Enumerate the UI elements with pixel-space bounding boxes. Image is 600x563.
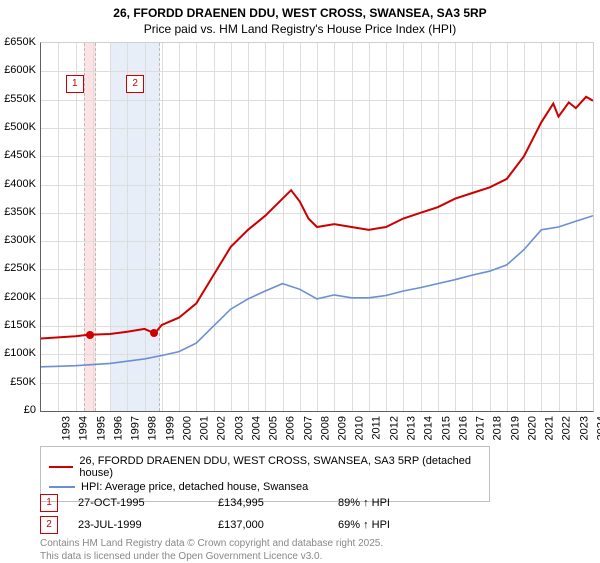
x-tick-label: 2014: [423, 416, 435, 440]
x-tick-label: 2005: [267, 416, 279, 440]
chart-title-line1: 26, FFORDD DRAENEN DDU, WEST CROSS, SWAN…: [0, 0, 600, 22]
y-tick-label: £650K: [0, 36, 36, 48]
x-tick-label: 2020: [526, 416, 538, 440]
sale-row: 2 23-JUL-1999£137,00069% ↑ HPI: [40, 516, 438, 534]
x-tick-label: 2009: [336, 416, 348, 440]
x-tick-label: 2006: [285, 416, 297, 440]
y-tick-label: £600K: [0, 64, 36, 76]
series-hpi: [41, 216, 593, 367]
x-tick-label: 1994: [78, 416, 90, 440]
sale-pct: 89% ↑ HPI: [338, 497, 438, 509]
legend-row: 26, FFORDD DRAENEN DDU, WEST CROSS, SWAN…: [49, 455, 481, 479]
sale-dot: [150, 329, 158, 337]
sale-row: 1 27-OCT-1995£134,99589% ↑ HPI: [40, 494, 438, 512]
sale-marker: 1: [66, 75, 84, 93]
x-tick-label: 1998: [147, 416, 159, 440]
series-price_paid: [41, 97, 593, 339]
x-tick-label: 2024: [595, 416, 600, 440]
sale-date: 23-JUL-1999: [78, 519, 218, 531]
y-tick-label: £200K: [0, 291, 36, 303]
x-tick-label: 2023: [578, 416, 590, 440]
x-tick-label: 2011: [370, 416, 382, 440]
x-tick-label: 1996: [112, 416, 124, 440]
x-tick-label: 2004: [250, 416, 262, 440]
y-tick-label: £450K: [0, 149, 36, 161]
sale-marker-small: 2: [40, 516, 58, 534]
sale-marker: 2: [126, 75, 144, 93]
plot-area: 12: [40, 42, 594, 412]
x-tick-label: 2010: [354, 416, 366, 440]
x-tick-label: 1995: [95, 416, 107, 440]
y-tick-label: £50K: [0, 376, 36, 388]
x-tick-label: 1999: [164, 416, 176, 440]
sale-date: 27-OCT-1995: [78, 497, 218, 509]
x-tick-label: 2012: [388, 416, 400, 440]
y-tick-label: £150K: [0, 319, 36, 331]
y-tick-label: £500K: [0, 121, 36, 133]
legend-swatch: [49, 486, 75, 488]
x-tick-label: 2016: [457, 416, 469, 440]
x-tick-label: 2000: [181, 416, 193, 440]
footnote-line1: Contains HM Land Registry data © Crown c…: [40, 538, 383, 551]
y-tick-label: £0: [0, 404, 36, 416]
x-tick-label: 2001: [198, 416, 210, 440]
x-tick-label: 2021: [543, 416, 555, 440]
sale-marker-small: 1: [40, 494, 58, 512]
y-tick-label: £400K: [0, 178, 36, 190]
x-tick-label: 2008: [319, 416, 331, 440]
x-tick-label: 1993: [60, 416, 72, 440]
x-tick-label: 2019: [509, 416, 521, 440]
y-tick-label: £350K: [0, 206, 36, 218]
footnote-line2: This data is licensed under the Open Gov…: [40, 551, 383, 563]
y-tick-label: £100K: [0, 347, 36, 359]
x-tick-label: 2018: [492, 416, 504, 440]
sale-price: £134,995: [218, 497, 338, 509]
legend-label: 26, FFORDD DRAENEN DDU, WEST CROSS, SWAN…: [79, 455, 481, 479]
x-tick-label: 2007: [302, 416, 314, 440]
y-tick-label: £250K: [0, 262, 36, 274]
x-tick-label: 2015: [440, 416, 452, 440]
x-tick-label: 1997: [129, 416, 141, 440]
x-tick-label: 2013: [405, 416, 417, 440]
legend-label: HPI: Average price, detached house, Swan…: [81, 481, 308, 493]
chart-title-line2: Price paid vs. HM Land Registry's House …: [0, 22, 600, 38]
y-tick-label: £550K: [0, 93, 36, 105]
x-tick-label: 2002: [216, 416, 228, 440]
x-tick-label: 2003: [233, 416, 245, 440]
footnote: Contains HM Land Registry data © Crown c…: [40, 538, 383, 563]
sale-dot: [86, 331, 94, 339]
y-tick-label: £300K: [0, 234, 36, 246]
legend-row: HPI: Average price, detached house, Swan…: [49, 481, 481, 493]
x-tick-label: 2022: [561, 416, 573, 440]
x-tick-label: 2017: [474, 416, 486, 440]
sale-price: £137,000: [218, 519, 338, 531]
legend-swatch: [49, 466, 73, 468]
sale-pct: 69% ↑ HPI: [338, 519, 438, 531]
series-svg: [41, 43, 593, 411]
